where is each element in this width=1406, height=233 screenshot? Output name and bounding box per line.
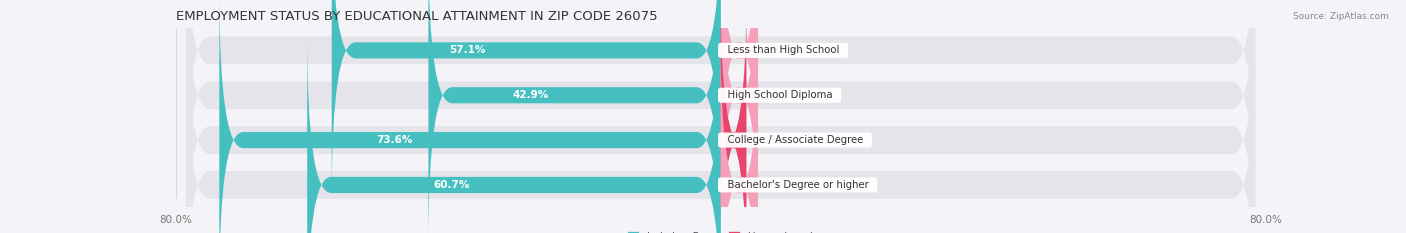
FancyBboxPatch shape <box>721 0 747 233</box>
FancyBboxPatch shape <box>186 0 1256 233</box>
Text: 3.8%: 3.8% <box>761 135 786 145</box>
Legend: In Labor Force, Unemployed: In Labor Force, Unemployed <box>628 232 813 233</box>
Text: Bachelor's Degree or higher: Bachelor's Degree or higher <box>721 180 875 190</box>
Text: Less than High School: Less than High School <box>721 45 845 55</box>
Text: 0.0%: 0.0% <box>772 45 797 55</box>
Text: 0.0%: 0.0% <box>772 180 797 190</box>
FancyBboxPatch shape <box>186 0 1256 233</box>
Text: Source: ZipAtlas.com: Source: ZipAtlas.com <box>1294 12 1389 21</box>
FancyBboxPatch shape <box>721 0 758 199</box>
FancyBboxPatch shape <box>186 0 1256 193</box>
FancyBboxPatch shape <box>186 42 1256 233</box>
Text: EMPLOYMENT STATUS BY EDUCATIONAL ATTAINMENT IN ZIP CODE 26075: EMPLOYMENT STATUS BY EDUCATIONAL ATTAINM… <box>176 10 658 23</box>
Text: 57.1%: 57.1% <box>450 45 486 55</box>
Text: 0.0%: 0.0% <box>772 90 797 100</box>
Text: 42.9%: 42.9% <box>513 90 548 100</box>
Text: High School Diploma: High School Diploma <box>721 90 839 100</box>
FancyBboxPatch shape <box>219 0 721 233</box>
FancyBboxPatch shape <box>721 36 758 233</box>
Text: 73.6%: 73.6% <box>377 135 413 145</box>
FancyBboxPatch shape <box>307 36 721 233</box>
Text: College / Associate Degree: College / Associate Degree <box>721 135 869 145</box>
FancyBboxPatch shape <box>332 0 721 199</box>
FancyBboxPatch shape <box>429 0 721 233</box>
FancyBboxPatch shape <box>721 0 758 233</box>
Text: 60.7%: 60.7% <box>433 180 470 190</box>
